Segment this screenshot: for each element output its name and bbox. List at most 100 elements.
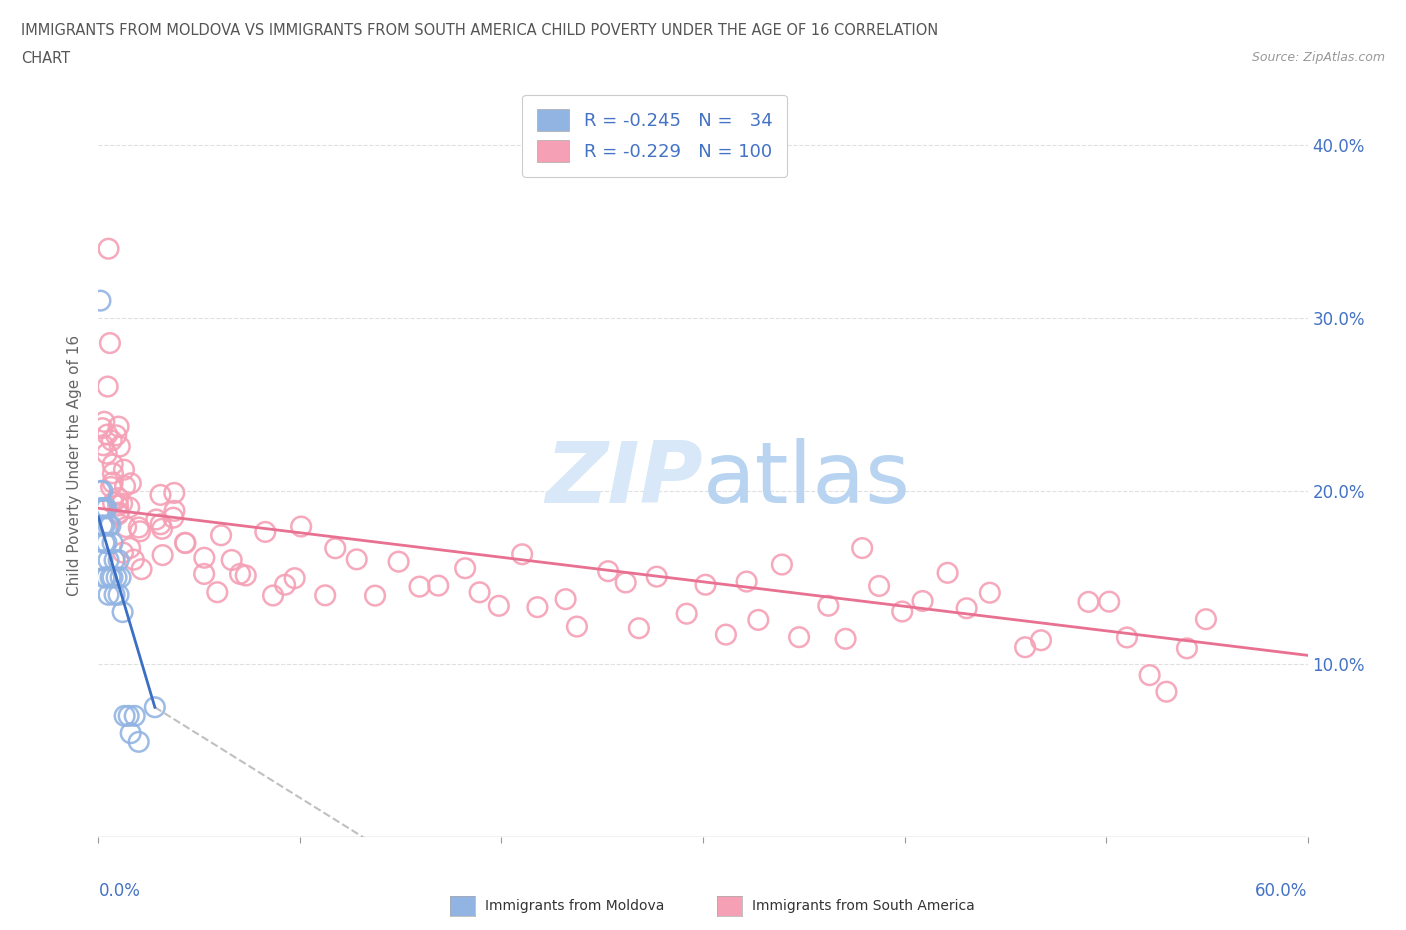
Point bbox=[111, 545, 134, 560]
Point bbox=[229, 566, 252, 581]
Point bbox=[254, 525, 277, 539]
Point bbox=[124, 709, 146, 724]
Point bbox=[112, 462, 135, 477]
Point bbox=[91, 484, 114, 498]
Point bbox=[627, 621, 650, 636]
Point bbox=[97, 588, 120, 603]
Point bbox=[97, 518, 120, 533]
Point bbox=[193, 551, 215, 565]
Point bbox=[387, 554, 409, 569]
Point bbox=[314, 588, 336, 603]
Point bbox=[93, 518, 115, 533]
Point bbox=[101, 466, 124, 481]
Point bbox=[979, 585, 1001, 600]
Point bbox=[122, 552, 145, 567]
Point bbox=[174, 536, 197, 551]
Point bbox=[1195, 612, 1218, 627]
Point bbox=[787, 630, 810, 644]
Point bbox=[290, 519, 312, 534]
Point bbox=[100, 433, 122, 448]
Point bbox=[1175, 641, 1198, 656]
Point bbox=[107, 491, 129, 506]
Point bbox=[735, 574, 758, 589]
Point bbox=[346, 551, 368, 566]
Point bbox=[93, 536, 115, 551]
Point bbox=[323, 541, 346, 556]
Point bbox=[936, 565, 959, 580]
Point bbox=[91, 552, 114, 567]
Point bbox=[91, 420, 114, 435]
Legend: R = -0.245   N =   34, R = -0.229   N = 100: R = -0.245 N = 34, R = -0.229 N = 100 bbox=[523, 95, 787, 177]
Point bbox=[89, 293, 111, 308]
Point bbox=[817, 598, 839, 613]
Point bbox=[526, 600, 548, 615]
Point bbox=[675, 606, 697, 621]
Point bbox=[107, 419, 129, 434]
Point bbox=[107, 552, 129, 567]
Point bbox=[554, 591, 576, 606]
Point bbox=[97, 241, 120, 256]
Point bbox=[714, 627, 737, 642]
Point bbox=[1014, 640, 1036, 655]
Point bbox=[1376, 293, 1399, 308]
Point bbox=[1139, 668, 1161, 683]
Point bbox=[163, 485, 186, 500]
Point bbox=[97, 379, 120, 394]
Point bbox=[115, 520, 138, 535]
Point bbox=[100, 480, 122, 495]
Point bbox=[110, 570, 132, 585]
Point bbox=[96, 446, 118, 461]
Point bbox=[120, 725, 142, 740]
Point bbox=[89, 484, 111, 498]
Point bbox=[868, 578, 890, 593]
Y-axis label: Child Poverty Under the Age of 16: Child Poverty Under the Age of 16 bbox=[67, 335, 83, 595]
Point bbox=[107, 507, 129, 522]
Point bbox=[221, 552, 243, 567]
Point bbox=[565, 619, 588, 634]
Point bbox=[118, 500, 141, 515]
Point bbox=[149, 517, 172, 532]
Point bbox=[150, 522, 173, 537]
Point bbox=[108, 505, 131, 520]
Text: Immigrants from Moldova: Immigrants from Moldova bbox=[485, 898, 665, 913]
Point bbox=[454, 561, 477, 576]
Point bbox=[93, 415, 115, 430]
Point bbox=[120, 540, 142, 555]
Text: atlas: atlas bbox=[703, 438, 911, 522]
Point bbox=[97, 552, 120, 567]
Point bbox=[262, 588, 284, 603]
Point bbox=[131, 562, 153, 577]
Point bbox=[114, 479, 136, 494]
Point bbox=[364, 588, 387, 603]
Point bbox=[128, 735, 150, 750]
Point bbox=[274, 578, 297, 592]
Point bbox=[91, 518, 114, 533]
Point bbox=[89, 501, 111, 516]
Text: Source: ZipAtlas.com: Source: ZipAtlas.com bbox=[1251, 51, 1385, 64]
Point bbox=[1077, 594, 1099, 609]
Point bbox=[101, 570, 124, 585]
Point bbox=[891, 604, 914, 619]
Point bbox=[145, 512, 167, 527]
Point bbox=[911, 593, 934, 608]
Point bbox=[645, 569, 668, 584]
Point bbox=[207, 585, 229, 600]
Point bbox=[96, 570, 118, 585]
Point bbox=[91, 438, 114, 453]
Point bbox=[111, 496, 134, 511]
Point bbox=[120, 476, 142, 491]
Text: 0.0%: 0.0% bbox=[98, 882, 141, 899]
Point bbox=[100, 518, 122, 533]
Point bbox=[284, 571, 307, 586]
Point bbox=[770, 557, 793, 572]
Point bbox=[114, 709, 136, 724]
Point bbox=[96, 501, 118, 516]
Point bbox=[108, 439, 131, 454]
Point bbox=[510, 547, 533, 562]
Point bbox=[851, 540, 873, 555]
Point bbox=[956, 601, 979, 616]
Point bbox=[93, 570, 115, 585]
Point bbox=[427, 578, 450, 593]
Point bbox=[98, 336, 121, 351]
Point bbox=[152, 548, 174, 563]
